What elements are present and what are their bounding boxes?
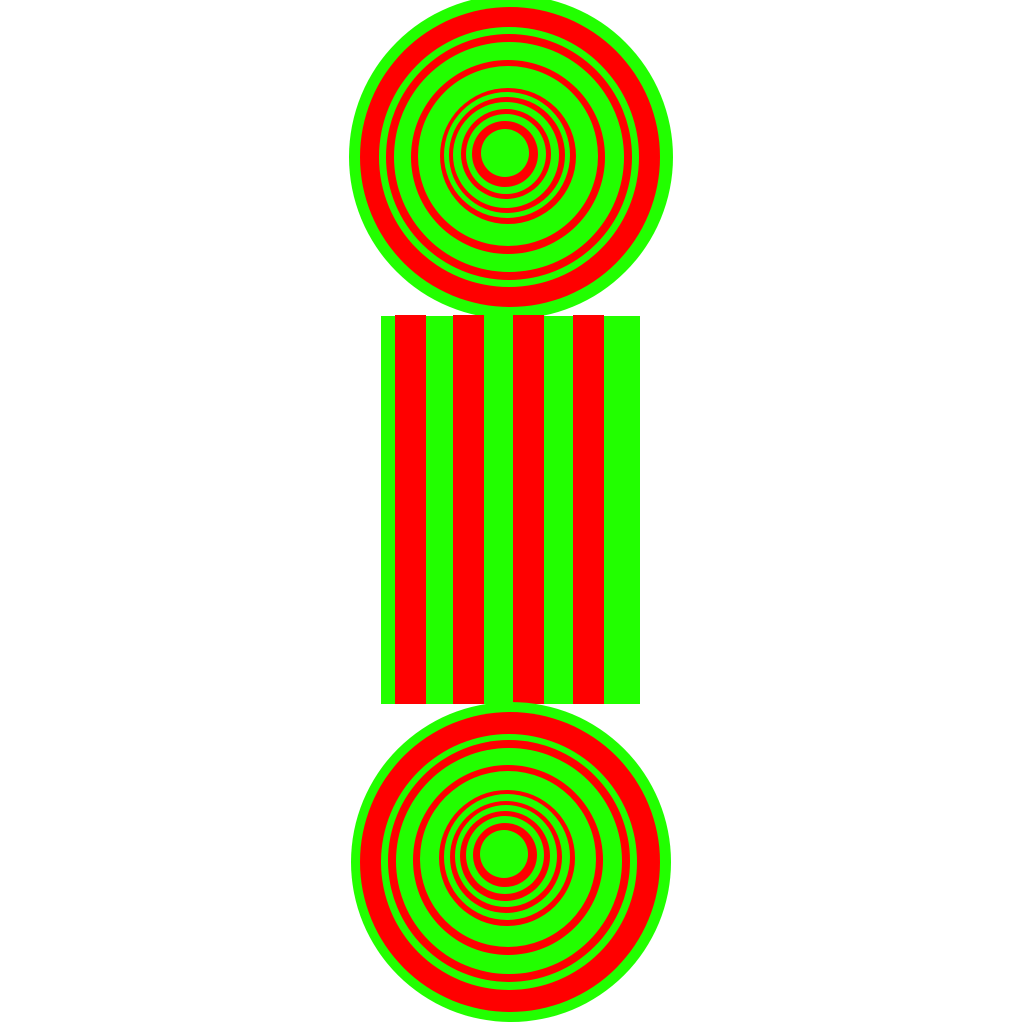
top-ring-target: [349, 0, 673, 319]
stripe-panel: [381, 315, 640, 704]
stripe-red-1: [395, 315, 426, 704]
bottom-ring-target: [351, 702, 671, 1022]
stripe-red-2: [453, 315, 484, 704]
top-ring-center-green: [481, 129, 529, 177]
bottom-ring-center-green: [480, 830, 528, 878]
stripe-red-4: [573, 315, 604, 704]
stripe-red-3: [513, 315, 544, 704]
